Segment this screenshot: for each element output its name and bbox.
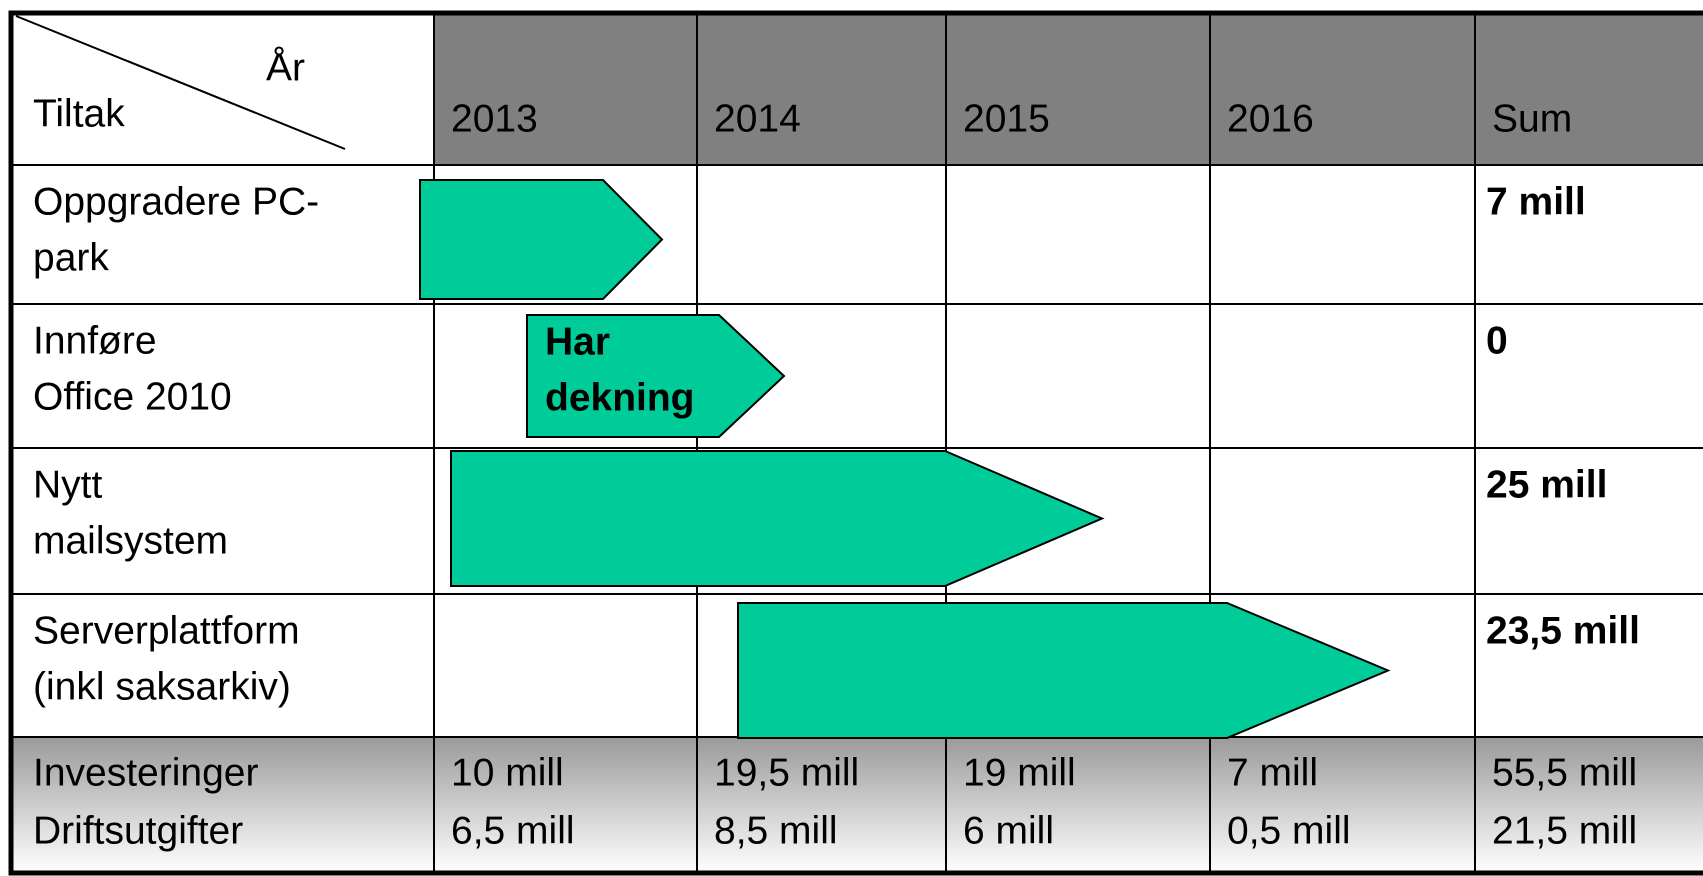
header-cell: 2014 xyxy=(714,97,801,140)
timeline-arrow xyxy=(737,602,1391,739)
row-sum: 25 mill xyxy=(1486,463,1607,506)
footer-cell: 0,5 mill xyxy=(1227,809,1351,852)
outer-border xyxy=(8,10,1703,876)
header-cell: 2016 xyxy=(1227,97,1314,140)
footer-label: Investeringer xyxy=(33,751,258,794)
timeline-arrow xyxy=(450,450,1105,587)
corner-top: År xyxy=(266,45,305,89)
row-label: Nytt xyxy=(33,463,103,506)
corner-cell xyxy=(11,13,434,165)
corner-bottom: Tiltak xyxy=(33,92,125,135)
footer-cell: 19,5 mill xyxy=(714,751,859,794)
footer-cell: 10 mill xyxy=(451,751,564,794)
row-label: mailsystem xyxy=(33,519,228,562)
footer-cell: 7 mill xyxy=(1227,751,1318,794)
timeline-arrow xyxy=(526,314,786,438)
header-band xyxy=(434,13,1703,165)
row-label: Innføre xyxy=(33,319,157,362)
row-label: (inkl saksarkiv) xyxy=(33,665,291,708)
header-cell: 2013 xyxy=(451,97,538,140)
header-cell: 2015 xyxy=(963,97,1050,140)
row-sum: 0 xyxy=(1486,319,1508,362)
arrow-label: Har xyxy=(545,320,610,363)
footer-cell: 19 mill xyxy=(963,751,1076,794)
header-cell: Sum xyxy=(1492,97,1572,140)
footer-cell: 6 mill xyxy=(963,809,1054,852)
timeline-arrow xyxy=(419,179,664,300)
footer-cell: 6,5 mill xyxy=(451,809,575,852)
footer-cell: 21,5 mill xyxy=(1492,809,1637,852)
row-sum: 7 mill xyxy=(1486,180,1586,223)
footer-cell: 8,5 mill xyxy=(714,809,838,852)
row-label: Office 2010 xyxy=(33,375,232,418)
footer-label: Driftsutgifter xyxy=(33,809,243,852)
footer-band xyxy=(11,737,1703,873)
row-label: Oppgradere PC- xyxy=(33,180,319,223)
corner-diagonal xyxy=(15,15,346,150)
row-sum: 23,5 mill xyxy=(1486,609,1640,652)
footer-cell: 55,5 mill xyxy=(1492,751,1637,794)
row-label: Serverplattform xyxy=(33,609,300,652)
arrow-label: dekning xyxy=(545,376,695,419)
row-label: park xyxy=(33,236,109,279)
